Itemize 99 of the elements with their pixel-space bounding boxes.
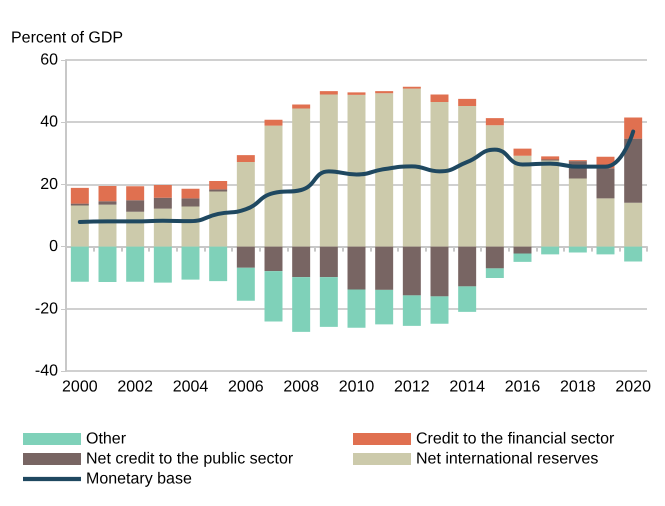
bar [458, 106, 476, 247]
bar [514, 156, 532, 247]
bar [236, 268, 255, 301]
bar [154, 198, 172, 209]
line-series [78, 130, 636, 224]
bar [624, 118, 642, 139]
bar [236, 162, 255, 247]
bar [402, 88, 421, 247]
bar [209, 192, 228, 247]
bar [486, 268, 504, 278]
bar [182, 246, 200, 280]
x-tick-label: 2010 [338, 378, 374, 396]
bar [292, 104, 310, 109]
x-tick-label: 2018 [560, 378, 596, 396]
bar [375, 93, 394, 247]
bar [292, 246, 310, 278]
bar [70, 206, 89, 247]
bar [209, 246, 228, 282]
bar [320, 91, 338, 95]
x-tick-label: 2004 [172, 378, 208, 396]
x-tick-label: 2020 [615, 378, 652, 396]
bar [98, 204, 116, 247]
bar [209, 189, 228, 192]
bar [70, 188, 89, 204]
bar [209, 180, 228, 190]
y-tick-label: -40 [34, 362, 58, 380]
y-tick-label: 20 [40, 176, 58, 193]
bar [624, 138, 642, 203]
bar [596, 168, 614, 198]
x-tick-label: 2016 [504, 378, 540, 396]
bar [486, 125, 504, 247]
bar [458, 98, 476, 106]
bar [98, 186, 116, 202]
bar [264, 126, 282, 247]
bar [402, 295, 421, 326]
bar [320, 246, 338, 278]
y-tick-label: 0 [49, 238, 58, 256]
bar [264, 271, 282, 322]
bar [292, 108, 310, 247]
bar [596, 198, 614, 247]
bar [154, 185, 172, 198]
legend-label: Net international reserves [416, 450, 598, 468]
y-tick-label: 40 [40, 114, 58, 131]
x-tick-label: 2006 [228, 378, 264, 396]
bar [541, 246, 560, 254]
bar [514, 253, 532, 262]
y-axis-title: Percent of GDP [11, 30, 124, 46]
y-tick-label: 60 [40, 52, 58, 68]
bar [568, 246, 587, 253]
bar [154, 208, 172, 247]
legend-label: Monetary base [86, 470, 192, 488]
x-tick-label: 2012 [394, 378, 430, 396]
bar [348, 290, 366, 328]
x-tick-label: 2002 [117, 378, 154, 396]
bar [154, 246, 172, 283]
bar [98, 201, 116, 205]
bar [98, 246, 116, 282]
bar [624, 246, 642, 262]
bar [596, 246, 614, 254]
bar [430, 296, 448, 324]
x-tick-label: 2000 [62, 378, 98, 396]
bar [375, 246, 394, 290]
bar [126, 186, 144, 200]
bar [402, 246, 421, 296]
bar [70, 246, 89, 282]
bar [236, 246, 255, 268]
bar [264, 120, 282, 126]
legend-label: Credit to the financial sector [416, 430, 615, 448]
bar [320, 94, 338, 247]
bar [348, 246, 366, 290]
bar [236, 155, 255, 162]
bar [541, 156, 560, 160]
bar [264, 246, 282, 272]
x-tick-label: 2008 [283, 378, 320, 396]
bar [430, 246, 448, 296]
bar [458, 286, 476, 312]
bar [126, 200, 144, 212]
bar [182, 198, 200, 206]
bar [292, 277, 310, 332]
bar [486, 246, 504, 268]
bar [182, 188, 200, 198]
bar [486, 118, 504, 126]
bar [348, 94, 366, 247]
bar [430, 102, 448, 247]
bar [514, 246, 532, 254]
bar [348, 92, 366, 95]
bar [375, 290, 394, 324]
bar [514, 148, 532, 156]
bar [126, 246, 144, 282]
bar [320, 277, 338, 327]
bar [541, 160, 560, 247]
y-tick-label: -20 [34, 300, 58, 318]
bar [458, 246, 476, 286]
bar [568, 178, 587, 247]
bar [430, 94, 448, 102]
legend-label: Other [86, 430, 127, 448]
legend-label: Net credit to the public sector [86, 450, 294, 468]
x-tick-label: 2014 [449, 378, 486, 396]
bar [624, 202, 642, 247]
